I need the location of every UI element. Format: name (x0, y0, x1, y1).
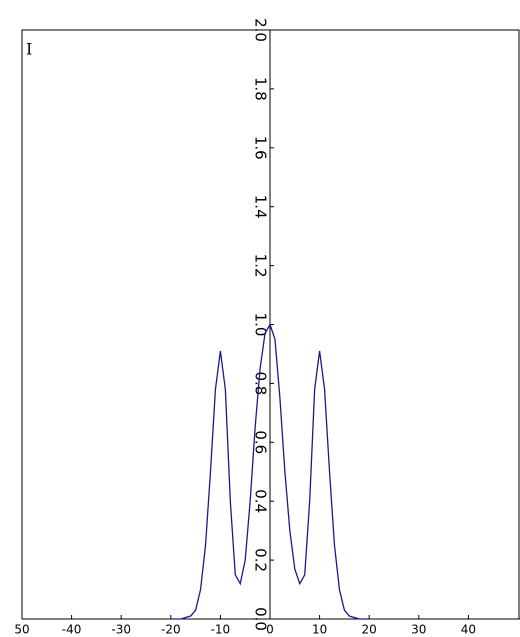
x-tick-label: 10 (312, 623, 327, 637)
x-tick-label: -20 (161, 623, 181, 637)
x-tick-label: 20 (362, 623, 377, 637)
y-tick-label: 0.4 (252, 489, 270, 513)
y-tick-label: 0.0 (252, 607, 270, 631)
x-tick-label: -10 (211, 623, 231, 637)
y-tick-label: 2.0 (252, 18, 270, 42)
y-tick-label: 0.6 (252, 430, 270, 454)
x-tick-label: 0 (266, 623, 274, 637)
x-tick-label: 40 (461, 623, 476, 637)
x-tick-label: -30 (111, 623, 131, 637)
y-axis-label: I (26, 40, 32, 59)
y-tick-label: 1.6 (252, 136, 270, 160)
y-tick-label: 1.4 (252, 195, 270, 219)
x-tick-label: 50 (14, 623, 29, 637)
data-line (170, 322, 370, 620)
x-tick-label: -40 (62, 623, 82, 637)
y-tick-label: 0.8 (252, 371, 270, 395)
x-tick-label: 30 (411, 623, 426, 637)
y-tick-label: 0.2 (252, 548, 270, 572)
y-tick-label: 1.8 (252, 77, 270, 101)
y-tick-label: 1.0 (252, 313, 270, 337)
y-tick-label: 1.2 (252, 254, 270, 278)
